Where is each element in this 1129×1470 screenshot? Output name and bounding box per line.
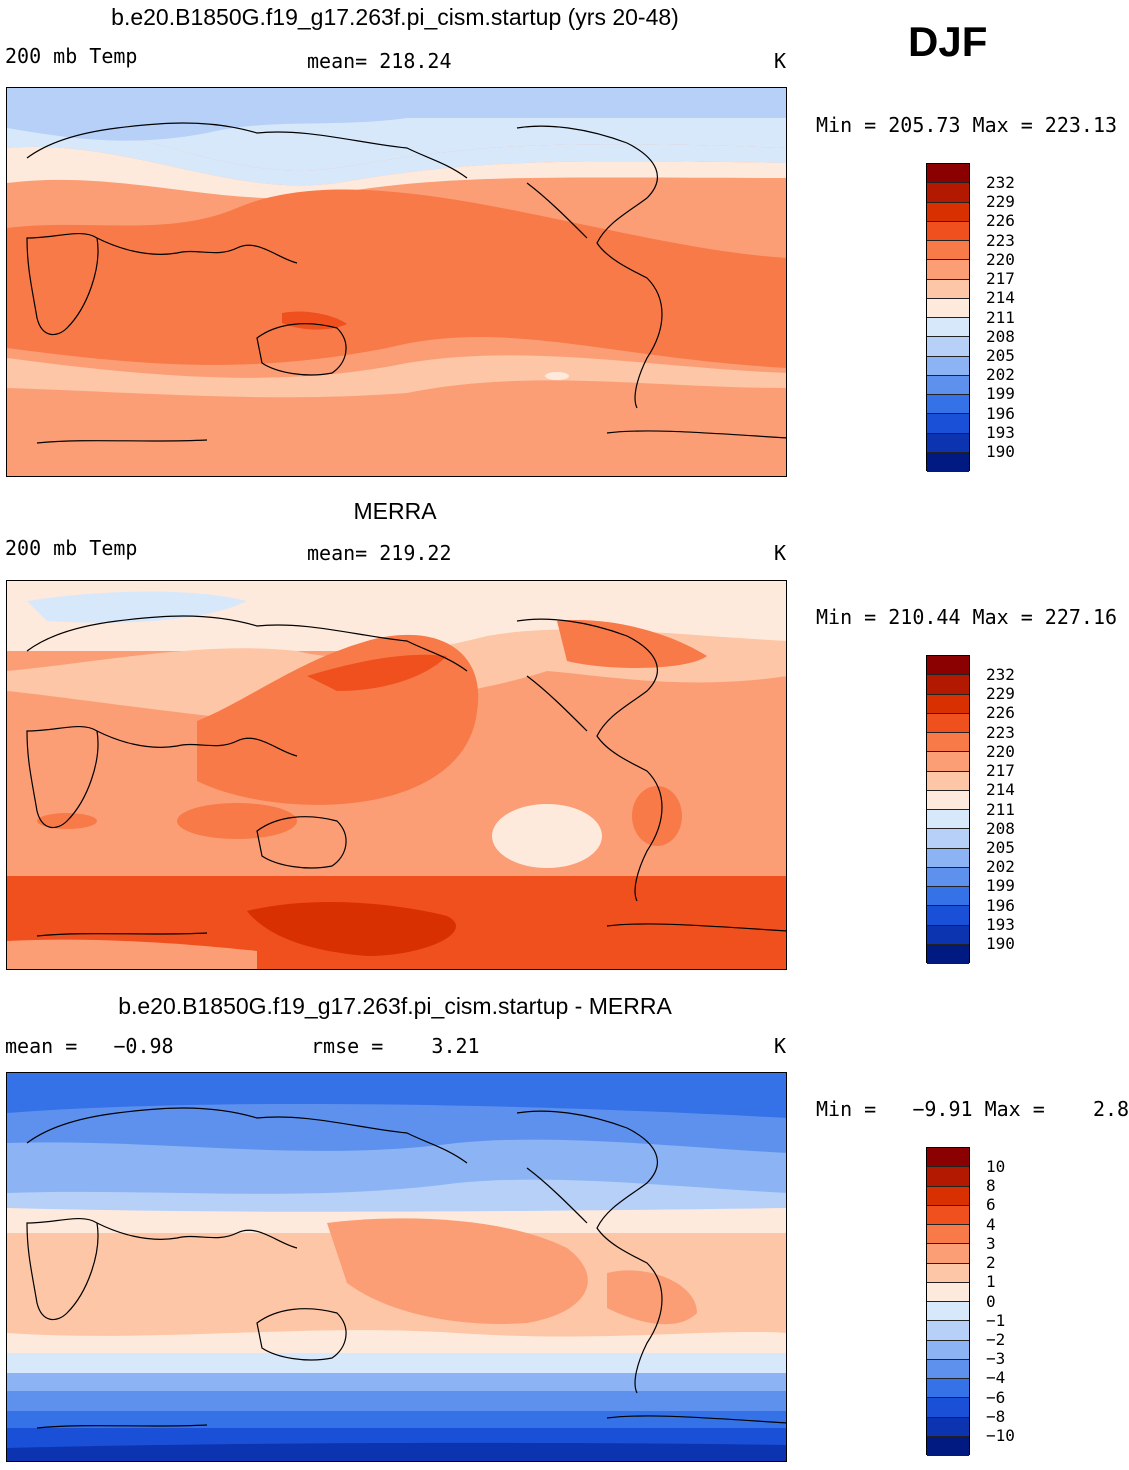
panel3-colorbar-label: −4 bbox=[986, 1368, 1006, 1387]
panel3-colorbar-label: 3 bbox=[986, 1234, 996, 1253]
panel2-colorbar-label: 208 bbox=[986, 819, 1015, 838]
panel1-variable-label: 200 mb Temp bbox=[5, 44, 138, 68]
panel1-colorbar-label: 211 bbox=[986, 308, 1015, 327]
panel2-title: MERRA bbox=[353, 498, 437, 524]
panel3-colorbar-label: −1 bbox=[986, 1311, 1006, 1330]
panel2-colorbar-label: 199 bbox=[986, 876, 1015, 895]
panel2-colorbar-label: 196 bbox=[986, 896, 1015, 915]
panel3-colorbar-label: 4 bbox=[986, 1215, 996, 1234]
panel2-colorbar-label: 202 bbox=[986, 857, 1015, 876]
panel3-title: b.e20.B1850G.f19_g17.263f.pi_cism.startu… bbox=[118, 993, 672, 1019]
panel2-units: K bbox=[774, 541, 787, 565]
panel1-colorbar-label: 217 bbox=[986, 269, 1015, 288]
panel2-colorbar bbox=[926, 655, 970, 964]
panel2-minmax: Min = 210.44 Max = 227.16 bbox=[816, 605, 1118, 629]
panel3-colorbar-label: −6 bbox=[986, 1388, 1006, 1407]
panel3-colorbar bbox=[926, 1147, 970, 1456]
panel1-colorbar-label: 205 bbox=[986, 346, 1015, 365]
panel1-colorbar-label: 229 bbox=[986, 192, 1015, 211]
panel1-minmax: Min = 205.73 Max = 223.13 bbox=[816, 113, 1118, 137]
panel2-colorbar-label: 211 bbox=[986, 800, 1015, 819]
panel2-colorbar-label: 229 bbox=[986, 684, 1015, 703]
panel2-colorbar-label: 205 bbox=[986, 838, 1015, 857]
panel1-units: K bbox=[774, 49, 787, 73]
season-label: DJF bbox=[908, 18, 988, 65]
panel2-colorbar-label: 232 bbox=[986, 665, 1015, 684]
panel2-colorbar-label: 220 bbox=[986, 742, 1015, 761]
panel3-colorbar-label: −3 bbox=[986, 1349, 1006, 1368]
panel3-rmse-label: rmse = 3.21 bbox=[311, 1034, 480, 1058]
panel2-map bbox=[6, 580, 787, 970]
panel3-colorbar-label: −8 bbox=[986, 1407, 1006, 1426]
panel1-colorbar bbox=[926, 163, 970, 472]
panel3-colorbar-label: 1 bbox=[986, 1272, 996, 1291]
panel1-colorbar-label: 232 bbox=[986, 173, 1015, 192]
panel1-colorbar-label: 214 bbox=[986, 288, 1015, 307]
panel1-mean-label: mean= 218.24 bbox=[307, 49, 452, 73]
panel3-mean-label: mean = −0.98 bbox=[5, 1034, 174, 1058]
panel1-colorbar-label: 193 bbox=[986, 423, 1015, 442]
panel2-mean-label: mean= 219.22 bbox=[307, 541, 452, 565]
panel2-colorbar-label: 193 bbox=[986, 915, 1015, 934]
panel3-colorbar-label: 6 bbox=[986, 1195, 996, 1214]
panel1-colorbar-label: 208 bbox=[986, 327, 1015, 346]
panel1-colorbar-label: 226 bbox=[986, 211, 1015, 230]
panel1-colorbar-label: 202 bbox=[986, 365, 1015, 384]
panel2-colorbar-label: 226 bbox=[986, 703, 1015, 722]
panel1-title: b.e20.B1850G.f19_g17.263f.pi_cism.startu… bbox=[111, 4, 679, 30]
panel3-colorbar-label: 8 bbox=[986, 1176, 996, 1195]
panel1-colorbar-label: 220 bbox=[986, 250, 1015, 269]
panel1-colorbar-label: 196 bbox=[986, 404, 1015, 423]
panel2-colorbar-label: 223 bbox=[986, 723, 1015, 742]
panel2-variable-label: 200 mb Temp bbox=[5, 536, 138, 560]
panel1-colorbar-label: 223 bbox=[986, 231, 1015, 250]
panel2-colorbar-label: 190 bbox=[986, 934, 1015, 953]
panel3-colorbar-label: 2 bbox=[986, 1253, 996, 1272]
panel3-minmax: Min = −9.91 Max = 2.89 bbox=[816, 1097, 1129, 1121]
panel1-colorbar-label: 199 bbox=[986, 384, 1015, 403]
panel3-colorbar-label: −2 bbox=[986, 1330, 1006, 1349]
panel3-colorbar-label: 10 bbox=[986, 1157, 1006, 1176]
panel2-colorbar-label: 214 bbox=[986, 780, 1015, 799]
panel3-map bbox=[6, 1072, 787, 1462]
panel3-colorbar-label: 0 bbox=[986, 1292, 996, 1311]
panel2-colorbar-label: 217 bbox=[986, 761, 1015, 780]
panel3-units: K bbox=[774, 1034, 787, 1058]
panel1-map bbox=[6, 87, 787, 477]
panel3-colorbar-label: −10 bbox=[986, 1426, 1015, 1445]
panel1-colorbar-label: 190 bbox=[986, 442, 1015, 461]
